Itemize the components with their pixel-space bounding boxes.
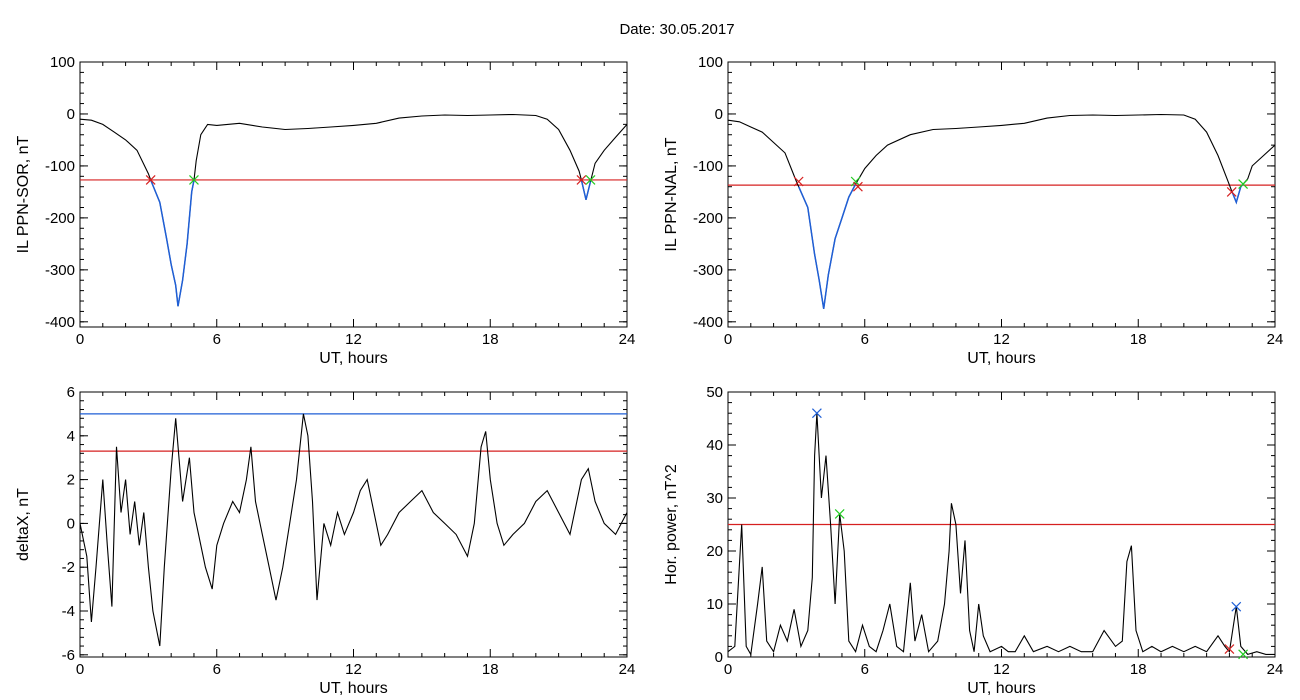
y-tick-label: 4 [67, 428, 75, 445]
marker-stroke [811, 408, 822, 419]
series-line [727, 413, 1275, 657]
marker-end [585, 175, 596, 185]
x-tick-label: 18 [482, 661, 499, 678]
series-line [727, 113, 1276, 309]
x-tick-label: 12 [993, 331, 1010, 348]
x-tick-label: 6 [861, 661, 869, 678]
y-tick-label: -200 [45, 210, 75, 227]
marker-start [145, 175, 156, 185]
x-tick-label: 6 [861, 331, 869, 348]
marker-stroke [1238, 649, 1249, 660]
y-tick-label: 20 [706, 543, 723, 560]
marker-stroke [576, 175, 587, 185]
y-tick-label: 0 [67, 515, 75, 532]
y-tick-label: -400 [693, 314, 723, 331]
x-tick-label: 18 [1130, 661, 1147, 678]
highlight-segment [798, 183, 857, 309]
y-axis-label: deltaX, nT [15, 488, 32, 561]
x-axis-label: UT, hours [319, 350, 387, 367]
marker-stroke [1231, 601, 1242, 612]
y-tick-label: -300 [693, 262, 723, 279]
marker-stroke [189, 175, 199, 185]
y-tick-label: 40 [706, 437, 723, 454]
x-tick-label: 0 [76, 331, 84, 348]
y-tick-label: -200 [693, 210, 723, 227]
y-axis-label: Hor. power, nT^2 [663, 464, 680, 585]
marker-start [793, 176, 804, 187]
x-tick-label: 12 [993, 661, 1010, 678]
y-tick-label: 0 [715, 649, 723, 666]
y-tick-label: -400 [45, 314, 75, 331]
x-tick-label: 12 [345, 661, 362, 678]
y-tick-label: 6 [67, 384, 75, 401]
y-tick-label: 0 [715, 106, 723, 123]
marker-peak [1231, 601, 1242, 612]
marker-stroke [850, 176, 861, 187]
marker-peak [811, 408, 822, 419]
highlight-segment [150, 179, 195, 307]
x-tick-label: 18 [1130, 331, 1147, 348]
highlight-segment [580, 179, 592, 200]
x-tick-label: 24 [619, 331, 636, 348]
x-tick-label: 18 [482, 331, 499, 348]
x-tick-label: 6 [213, 331, 221, 348]
y-tick-label: 2 [67, 472, 75, 489]
y-tick-label: 50 [706, 384, 723, 401]
chart-panel-4: 0 6 12 18 24 0 10 20 30 40 50 UT, hours Hor. power, … [663, 384, 1283, 697]
marker-stroke [1226, 186, 1237, 197]
marker-start [576, 175, 587, 185]
marker-stroke [852, 181, 863, 192]
y-tick-label: -300 [45, 262, 75, 279]
plot-frame [79, 61, 628, 328]
x-tick-label: 24 [1267, 661, 1284, 678]
y-tick-label: -100 [693, 158, 723, 175]
x-tick-label: 24 [619, 661, 636, 678]
y-tick-label: 100 [50, 54, 75, 71]
y-tick-label: -6 [62, 647, 75, 664]
marker-stroke [793, 176, 804, 187]
y-tick-label: 30 [706, 490, 723, 507]
x-axis-label: UT, hours [967, 680, 1035, 697]
x-tick-label: 0 [724, 331, 732, 348]
marker-start [852, 181, 863, 192]
marker-stroke [585, 175, 596, 185]
y-tick-label: 10 [706, 596, 723, 613]
x-tick-label: 6 [213, 661, 221, 678]
y-tick-label: -2 [62, 559, 75, 576]
chart-panel-1: 0 6 12 18 24 -400 -300 -200 -100 0 100 UT, hours IL … [15, 54, 635, 367]
marker-start [1226, 186, 1237, 197]
marker-end [834, 508, 845, 519]
y-tick-label: -4 [62, 603, 75, 620]
marker-end [850, 176, 861, 187]
marker-end [189, 175, 199, 185]
x-tick-label: 0 [724, 661, 732, 678]
x-tick-label: 12 [345, 331, 362, 348]
y-tick-label: 0 [67, 106, 75, 123]
y-tick-label: 100 [698, 54, 723, 71]
x-tick-label: 24 [1267, 331, 1284, 348]
marker-stroke [1224, 644, 1235, 654]
plot-frame [79, 391, 628, 658]
y-tick-label: -100 [45, 158, 75, 175]
figure-title: Date: 30.05.2017 [619, 21, 734, 38]
marker-stroke [834, 508, 845, 519]
x-axis-label: UT, hours [967, 350, 1035, 367]
marker-end [1238, 649, 1249, 660]
marker-stroke [1238, 179, 1249, 190]
series-line [79, 413, 628, 647]
marker-stroke [145, 175, 156, 185]
y-axis-label: IL PPN-NAL, nT [663, 137, 680, 251]
marker-end [1238, 179, 1249, 190]
marker-start [1224, 644, 1235, 654]
plot-frame [727, 61, 1276, 328]
x-axis-label: UT, hours [319, 680, 387, 697]
y-axis-label: IL PPN-SOR, nT [15, 135, 32, 253]
x-tick-label: 0 [76, 661, 84, 678]
chart-panel-2: 0 6 12 18 24 -400 -300 -200 -100 0 100 UT, hours IL … [663, 54, 1283, 367]
